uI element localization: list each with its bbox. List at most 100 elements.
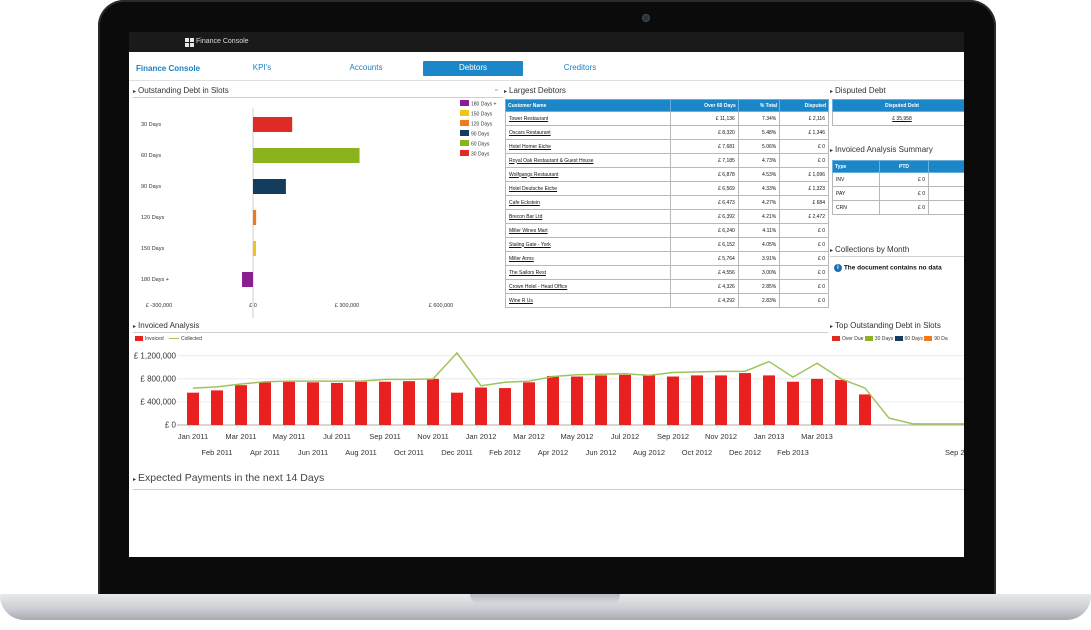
invoiced-bar — [211, 390, 223, 425]
table-cell: 4.21% — [737, 209, 781, 224]
table-cell: £ 1,346 — [779, 125, 829, 140]
table-row[interactable]: Miller Arms £ 5,764 3.91% £ 0 — [505, 251, 829, 266]
table-cell: £ 0 — [779, 251, 829, 266]
x-tick-label: Aug 2011 — [345, 448, 377, 457]
invoiced-bar — [475, 387, 487, 425]
invoiced-bar — [835, 380, 847, 425]
panel-divider — [830, 256, 964, 257]
invoiced-bar — [331, 382, 343, 425]
collections-title: Collections by Month — [830, 245, 909, 254]
table-row[interactable]: Hotel Homer Eiche £ 7,681 5.06% £ 0 — [505, 139, 829, 154]
invoiced-bar — [571, 376, 583, 425]
legend-swatch — [460, 140, 469, 146]
x-tick-label: Jun 2012 — [586, 448, 617, 457]
table-row[interactable]: Royal Oak Restaurant & Guest House £ 7,18… — [505, 153, 829, 168]
customer-name-link[interactable]: Miller Wines Mart — [505, 223, 671, 238]
table-row: PAY £ 0 — [832, 186, 964, 201]
table-header-cell: Customer Name — [505, 99, 671, 112]
panel-divider — [133, 489, 964, 490]
largest-debtors-table: Customer Name Over 60 Days% Total Disputed… — [505, 99, 829, 308]
invoiced-legend-swatch — [135, 336, 143, 342]
invoiced-bar — [667, 376, 679, 425]
y-tick-label: £ 400,000 — [140, 397, 176, 406]
table-row[interactable]: Miller Wines Mart £ 6,240 4.11% £ 0 — [505, 223, 829, 238]
table-row[interactable]: Oscars Restaurant £ 8,320 5.48% £ 1,346 — [505, 125, 829, 140]
tab-kpis[interactable]: KPI's — [252, 63, 272, 72]
table-row[interactable]: Crown Hotel - Head Office £ 4,326 2.85% £ 0 — [505, 279, 829, 294]
largest-debtors-table-wrapper: Customer Name Over 60 Days% Total Disputed… — [505, 99, 829, 317]
table-cell: 3.00% — [737, 265, 781, 280]
legend-swatch — [864, 336, 873, 342]
table-row[interactable]: Staling Gate - York £ 6,152 4.05% £ 0 — [505, 237, 829, 252]
customer-name-link[interactable]: Wolfgangs Restaurant — [505, 167, 671, 182]
table-cell: £ 8,320 — [670, 125, 739, 140]
table-row[interactable]: Brecon Bar Ltd £ 6,392 4.21% £ 2,472 — [505, 209, 829, 224]
invoiced-bar — [811, 378, 823, 425]
legend-swatch — [924, 336, 933, 342]
table-cell: £ 0 — [879, 172, 929, 187]
collected-legend-label: Collected — [181, 336, 202, 342]
x-tick-label: Jan 2013 — [754, 432, 785, 441]
customer-name-link[interactable]: Hotel Homer Eiche — [505, 139, 671, 154]
invoiced-bar — [523, 382, 535, 425]
customer-name-link[interactable]: Staling Gate - York — [505, 237, 671, 252]
table-cell: 4.53% — [737, 167, 781, 182]
brand-label[interactable]: Finance Console — [136, 64, 201, 73]
invoiced-summary-title: Invoiced Analysis Summary — [830, 145, 933, 154]
invoiced-bar — [643, 375, 655, 425]
table-row[interactable]: Wine R Us £ 4,292 2.83% £ 0 — [505, 293, 829, 308]
table-cell: 4.11% — [737, 223, 781, 238]
table-cell: £ 2,472 — [779, 209, 829, 224]
invoiced-bar — [235, 385, 247, 425]
legend-label: 90 Da — [934, 336, 948, 342]
invoiced-bar — [715, 375, 727, 425]
customer-name-link[interactable]: Royal Oak Restaurant & Guest House — [505, 153, 671, 168]
legend-swatch — [460, 150, 469, 156]
legend-swatch — [832, 336, 840, 342]
invoiced-bar — [739, 373, 751, 425]
x-tick-label: Jan 2011 — [178, 432, 208, 441]
tab-debtors[interactable]: Debtors — [423, 61, 523, 76]
x-tick-label: May 2011 — [273, 432, 305, 441]
x-tick-label: Mar 2011 — [225, 432, 256, 441]
table-cell: £ 6,392 — [670, 209, 739, 224]
table-row[interactable]: Hotel Deutsche Eiche £ 6,569 4.33% £ 1,323 — [505, 181, 829, 196]
invoiced-bar — [283, 381, 295, 425]
table-cell: 2.85% — [737, 279, 781, 294]
table-cell: £ 0 — [779, 153, 829, 168]
legend-label: 180 Days + — [471, 102, 497, 108]
customer-name-link[interactable]: Brecon Bar Ltd — [505, 209, 671, 224]
x-tick-label: Apr 2012 — [538, 448, 568, 457]
legend-label: 60 Days — [471, 142, 490, 148]
x-tick-label: £ 300,000 — [335, 303, 359, 309]
invoiced-bar — [427, 378, 439, 425]
table-cell — [928, 172, 964, 187]
customer-name-link[interactable]: Miller Arms — [505, 251, 671, 266]
table-cell: PAY — [832, 186, 880, 201]
table-row[interactable]: Cafe Eckstein £ 6,473 4.27% £ 684 — [505, 195, 829, 210]
table-row[interactable]: Wolfgangs Restaurant £ 6,878 4.53% £ 1,096 — [505, 167, 829, 182]
invoiced-bar — [403, 381, 415, 425]
table-cell: INV — [832, 172, 880, 187]
customer-name-link[interactable]: Hotel Deutsche Eiche — [505, 181, 671, 196]
maximize-icon[interactable]: ▫ — [495, 87, 498, 94]
customer-name-link[interactable]: Cafe Eckstein — [505, 195, 671, 210]
table-cell: £ 7,681 — [670, 139, 739, 154]
tab-creditors[interactable]: Creditors — [563, 63, 597, 72]
customer-name-link[interactable]: Crown Hotel - Head Office — [505, 279, 671, 294]
disputed-debt-value[interactable]: £ 35,958 — [832, 111, 964, 126]
table-cell: £ 0 — [779, 237, 829, 252]
x-tick-label: Nov 2011 — [417, 432, 449, 441]
table-row[interactable]: The Sailors Rest £ 4,556 3.00% £ 0 — [505, 265, 829, 280]
customer-name-link[interactable]: Wine R Us — [505, 293, 671, 308]
tab-accounts[interactable]: Accounts — [349, 63, 383, 72]
table-row[interactable]: Tower Restaurant £ 11,136 7.34% £ 2,116 — [505, 111, 829, 126]
windows-icon — [185, 38, 194, 47]
customer-name-link[interactable]: Tower Restaurant — [505, 111, 671, 126]
x-tick-label: Nov 2012 — [705, 432, 737, 441]
window-titlebar: Finance Console — [129, 32, 964, 52]
invoiced-bar — [379, 381, 391, 425]
invoiced-bar — [451, 392, 463, 425]
customer-name-link[interactable]: Oscars Restaurant — [505, 125, 671, 140]
customer-name-link[interactable]: The Sailors Rest — [505, 265, 671, 280]
